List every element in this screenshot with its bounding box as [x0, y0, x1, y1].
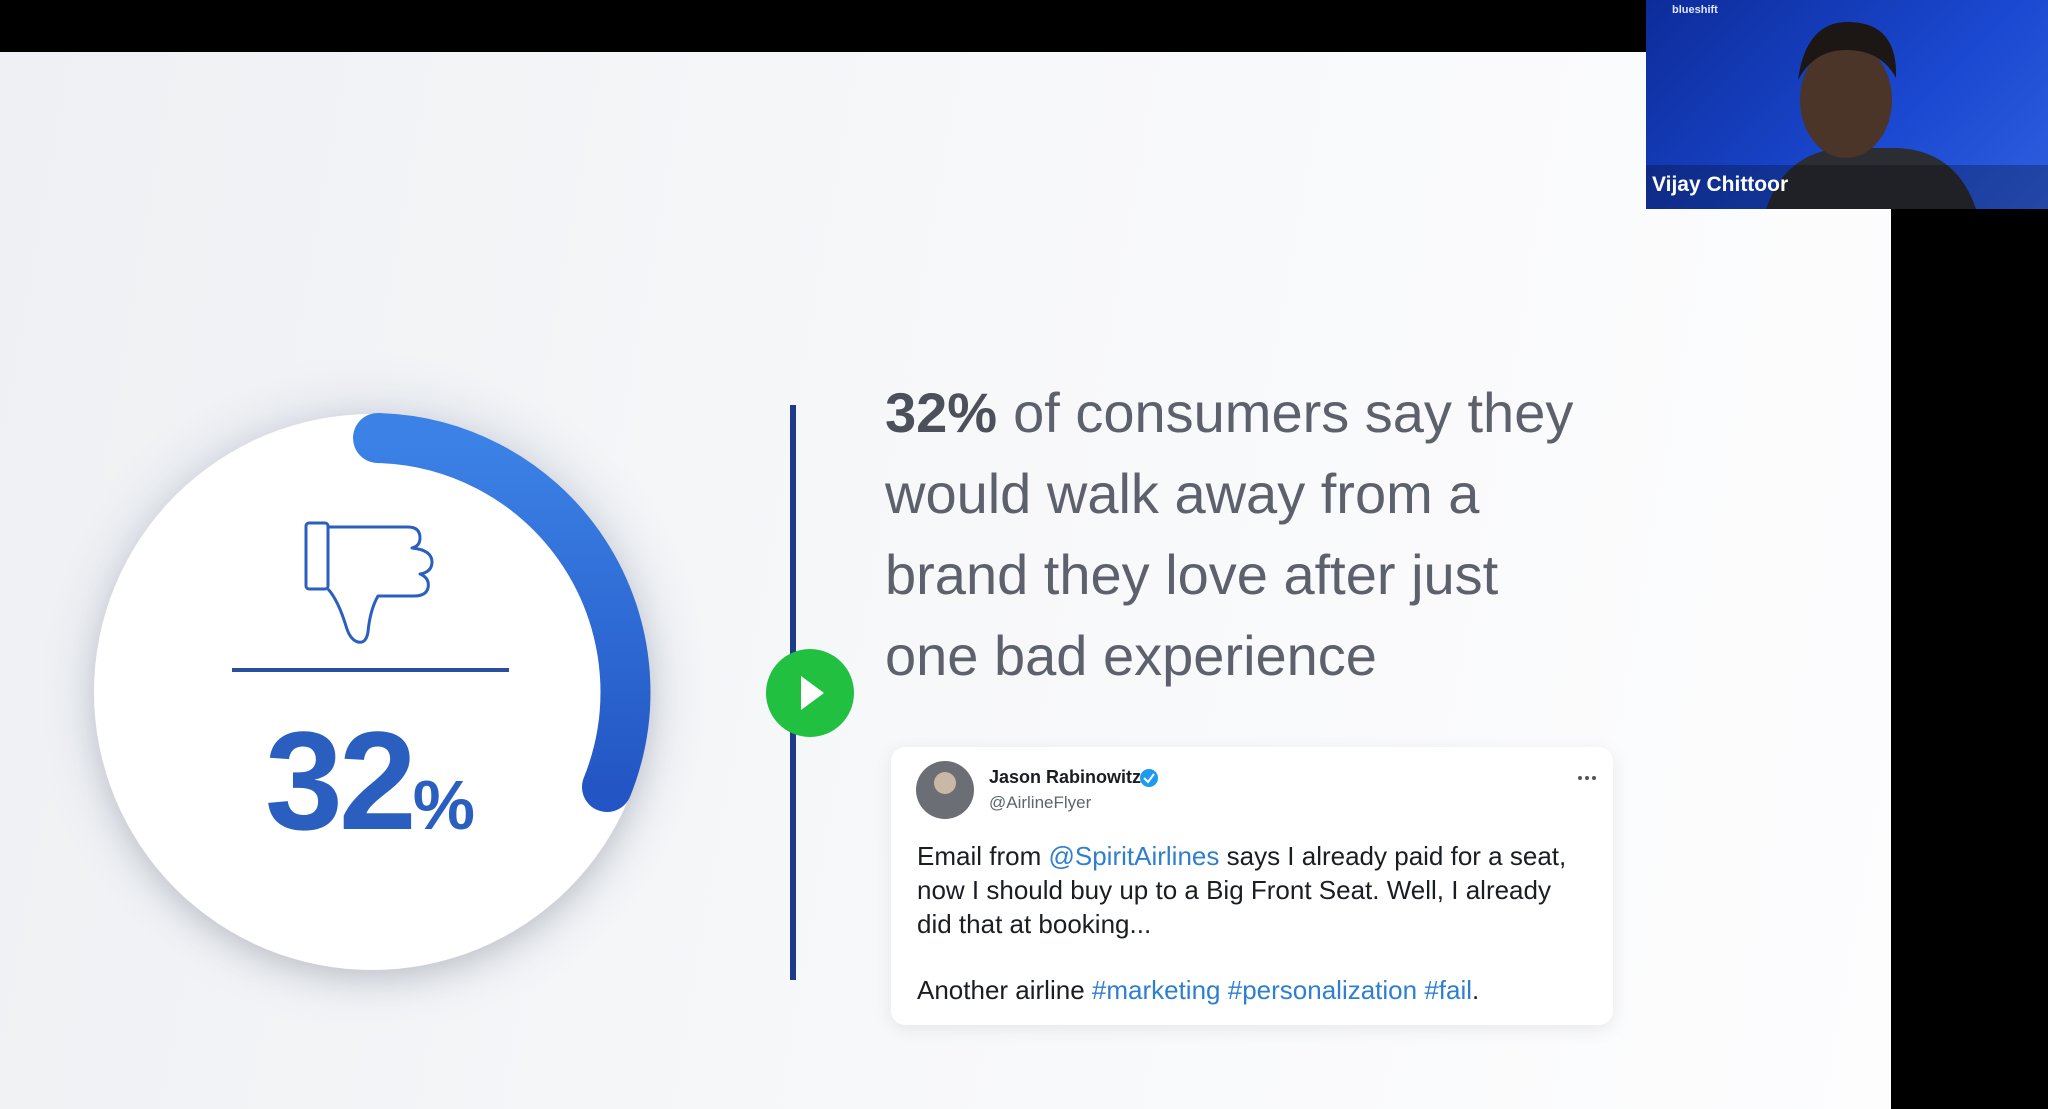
- headline-line: of consumers say they: [1013, 381, 1574, 444]
- tweet-handle: @AirlineFlyer: [989, 793, 1092, 812]
- tweet-graphics: [916, 761, 1596, 819]
- headline-line: would walk away from a: [885, 462, 1480, 525]
- stat-value: 32%: [200, 700, 540, 862]
- thumbs-down-icon: [304, 521, 434, 644]
- headline-emphasis: 32%: [885, 381, 998, 444]
- brand-logo: blueshift: [1672, 4, 1718, 16]
- tweet-author: Jason Rabinowitz: [989, 767, 1142, 787]
- stat-unit: %: [412, 766, 475, 844]
- tweet-text: Email from: [917, 841, 1042, 871]
- participant-name: Vijay Chittoor: [1652, 173, 1789, 196]
- play-icon: [801, 676, 824, 710]
- verified-badge: [1140, 769, 1158, 787]
- hashtag[interactable]: #personalization: [1227, 975, 1418, 1005]
- tweet-body: Email from @SpiritAirlines says I alread…: [917, 839, 1577, 941]
- person-hair: [1798, 21, 1897, 80]
- avatar-face: [934, 772, 956, 794]
- verified-check: [1143, 773, 1155, 784]
- person-body: [1766, 148, 1976, 209]
- progress-arc: [353, 413, 651, 812]
- stat-circle: [94, 414, 650, 970]
- more-menu[interactable]: [1578, 776, 1596, 780]
- tweet-card: Jason Rabinowitz @AirlineFlyer Email fro…: [891, 747, 1613, 1025]
- participant-video: [1646, 21, 2048, 209]
- name-bar: [1646, 165, 2048, 209]
- tweet-text: .: [1472, 975, 1480, 1005]
- tweet-text: says I already paid for a seat, now I sh…: [917, 841, 1567, 939]
- stat-number: 32: [265, 702, 417, 859]
- hashtag[interactable]: #marketing: [1091, 975, 1221, 1005]
- person-head: [1800, 42, 1892, 158]
- headline-line: brand they love after just: [885, 543, 1499, 606]
- tweet-text: Another airline: [917, 975, 1085, 1005]
- mention[interactable]: @SpiritAirlines: [1048, 841, 1220, 871]
- video-tile: blueshift Vijay Chittoor: [1646, 0, 2048, 209]
- headline-line: one bad experience: [885, 624, 1377, 687]
- hashtag[interactable]: #fail: [1424, 975, 1473, 1005]
- headline: 32% of consumers say they would walk away …: [885, 372, 1645, 696]
- tweet-footer: Another airline #marketing #personalizat…: [917, 975, 1479, 1006]
